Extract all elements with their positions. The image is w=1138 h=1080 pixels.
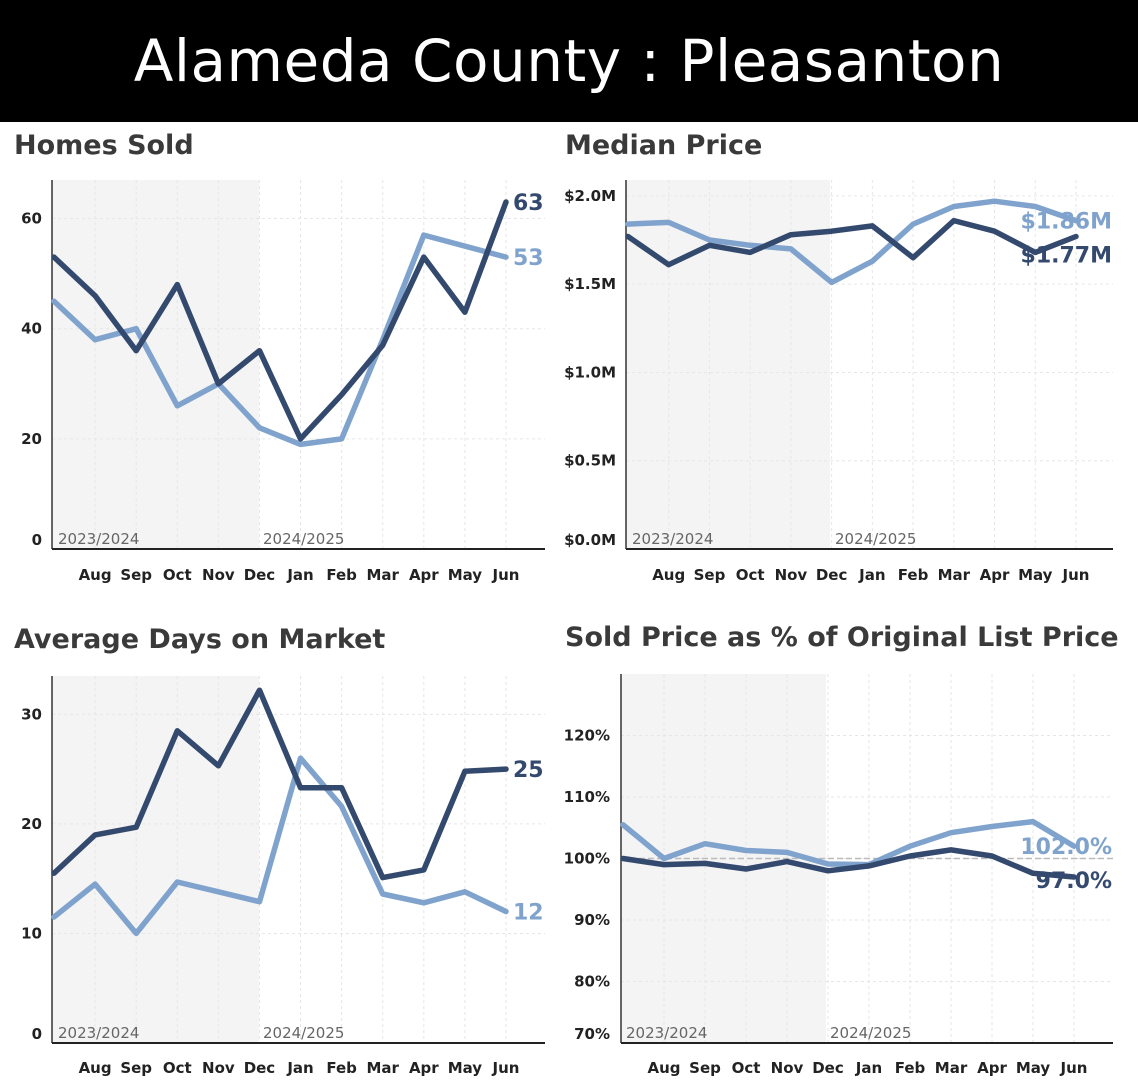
sold-to-list-y-tick-label: 110% (564, 788, 610, 806)
page-title-bar: Alameda County : Pleasanton (0, 0, 1138, 122)
days-on-market-x-tick-label: Sep (120, 1059, 152, 1077)
sold-to-list-y-tick-label: 100% (564, 850, 610, 868)
median-price-y-tick-label: $1.0M (564, 363, 616, 381)
homes-sold-x-tick-label: Aug (79, 566, 112, 584)
homes-sold-y-tick-label: 40 (21, 320, 42, 338)
days-on-market-season-label: 2024/2025 (263, 1024, 344, 1042)
homes-sold-x-tick-label: Apr (409, 566, 439, 584)
sold-to-list-x-tick-label: Oct (732, 1059, 761, 1077)
sold-to-list-season-label: 2023/2024 (626, 1024, 707, 1042)
median-price-y-tick-label: $2.0M (564, 187, 616, 205)
days-on-market-x-tick-label: Feb (326, 1059, 357, 1077)
sold-to-list-season-label: 2024/2025 (830, 1024, 911, 1042)
sold-to-list-x-tick-label: Jan (855, 1059, 882, 1077)
median-price-current-series-line (625, 217, 1079, 268)
median-price-title: Median Price (565, 130, 763, 161)
median-price-y-tick-label: $0.0M (564, 531, 616, 549)
median-price-season-label: 2023/2024 (632, 530, 713, 548)
homes-sold-y-tick-label: 0 (32, 531, 42, 549)
days-on-market-x-tick-label: Aug (79, 1059, 112, 1077)
sold-to-list-y-tick-label: 120% (564, 727, 610, 745)
days-on-market-y-tick-label: 10 (21, 924, 42, 942)
days-on-market-x-tick-label: Nov (202, 1059, 235, 1077)
days-on-market-x-tick-label: May (448, 1059, 483, 1077)
days-on-market-current-end-label: 25 (513, 758, 544, 783)
sold-to-list-title: Sold Price as % of Original List Price (565, 622, 1119, 653)
median-price-season-label: 2024/2025 (835, 530, 916, 548)
homes-sold-chart: 0 20 40 60 2023/2024 2024/2025 Aug Sep Oct Nov Dec… (21, 180, 545, 584)
days-on-market-current-series-line (51, 687, 509, 881)
homes-sold-x-tick-label: May (448, 566, 483, 584)
homes-sold-x-tick-label: Feb (326, 566, 357, 584)
sold-to-list-x-tick-label: Jun (1060, 1059, 1088, 1077)
homes-sold-x-tick-label: Sep (120, 566, 152, 584)
homes-sold-current-end-label: 63 (513, 191, 544, 216)
days-on-market-x-tick-label: Oct (163, 1059, 192, 1077)
median-price-y-tick-label: $1.5M (564, 275, 616, 293)
sold-to-list-current-end-label: 97.0% (1036, 869, 1112, 894)
homes-sold-y-tick-label: 20 (21, 430, 42, 448)
sold-to-list-y-tick-label: 90% (574, 911, 610, 929)
homes-sold-current-series-line (51, 199, 509, 442)
sold-to-list-y-tick-label: 70% (574, 1025, 610, 1043)
days-on-market-prior-series-line (51, 755, 509, 937)
median-price-x-tick-label: Dec (816, 566, 848, 584)
homes-sold-x-tick-label: Oct (163, 566, 192, 584)
median-price-current-end-label: $1.77M (1021, 244, 1112, 269)
page-title: Alameda County : Pleasanton (133, 27, 1005, 95)
days-on-market-season-label: 2023/2024 (58, 1024, 139, 1042)
homes-sold-prior-series-line (51, 232, 509, 448)
days-on-market-x-tick-label: Jan (286, 1059, 313, 1077)
homes-sold-x-tick-label: Jan (286, 566, 313, 584)
days-on-market-season-shade (52, 676, 259, 1043)
homes-sold-season-label: 2023/2024 (58, 530, 139, 548)
homes-sold-prior-end-label: 53 (513, 246, 544, 271)
median-price-x-tick-label: Oct (736, 566, 765, 584)
days-on-market-chart: 0 10 20 30 2023/2024 2024/2025 Aug Sep Oct Nov Dec… (21, 676, 545, 1077)
sold-to-list-x-tick-label: Sep (689, 1059, 721, 1077)
sold-to-list-prior-series-line (620, 818, 1077, 868)
days-on-market-x-tick-label: Jun (492, 1059, 520, 1077)
days-on-market-x-tick-label: Dec (244, 1059, 276, 1077)
days-on-market-y-tick-label: 0 (32, 1025, 42, 1043)
median-price-x-tick-label: Sep (694, 566, 726, 584)
sold-to-list-x-tick-label: May (1016, 1059, 1051, 1077)
median-price-x-tick-label: Jan (858, 566, 885, 584)
days-on-market-y-tick-label: 20 (21, 815, 42, 833)
homes-sold-title: Homes Sold (14, 130, 194, 161)
sold-to-list-prior-end-label: 102.0% (1020, 835, 1112, 860)
homes-sold-x-tick-label: Dec (244, 566, 276, 584)
days-on-market-prior-end-label: 12 (513, 901, 544, 926)
homes-sold-y-tick-label: 60 (21, 210, 42, 228)
median-price-x-tick-label: Feb (898, 566, 929, 584)
days-on-market-x-tick-label: Mar (367, 1059, 400, 1077)
sold-to-list-x-tick-label: Aug (647, 1059, 680, 1077)
homes-sold-x-tick-label: Jun (492, 566, 520, 584)
median-price-prior-series-line (625, 198, 1079, 286)
median-price-chart: $0.0M $0.5M $1.0M $1.5M $2.0M 2023/2024 2024/2… (564, 180, 1113, 584)
median-price-prior-end-label: $1.86M (1021, 210, 1112, 235)
days-on-market-x-tick-label: Apr (409, 1059, 439, 1077)
median-price-y-tick-label: $0.5M (564, 452, 616, 470)
sold-to-list-x-tick-label: Feb (895, 1059, 926, 1077)
days-on-market-title: Average Days on Market (14, 624, 386, 655)
homes-sold-x-tick-label: Mar (367, 566, 400, 584)
median-price-x-tick-label: Nov (775, 566, 808, 584)
sold-to-list-x-tick-label: Mar (935, 1059, 968, 1077)
sold-to-list-current-series-line (620, 847, 1077, 880)
homes-sold-x-tick-label: Nov (202, 566, 235, 584)
median-price-x-tick-label: Mar (938, 566, 971, 584)
sold-to-list-x-tick-label: Nov (771, 1059, 804, 1077)
sold-to-list-x-tick-label: Dec (812, 1059, 844, 1077)
median-price-x-tick-label: Aug (652, 566, 685, 584)
median-price-x-tick-label: Apr (980, 566, 1010, 584)
median-price-x-tick-label: Jun (1062, 566, 1090, 584)
sold-to-list-y-tick-label: 80% (574, 973, 610, 991)
homes-sold-season-label: 2024/2025 (263, 530, 344, 548)
median-price-x-tick-label: May (1018, 566, 1053, 584)
sold-to-list-x-tick-label: Apr (977, 1059, 1007, 1077)
sold-to-list-chart: 70% 80% 90% 100% 110% 120% 2023/2024 2024/2025 A… (564, 674, 1113, 1077)
days-on-market-y-tick-label: 30 (21, 705, 42, 723)
